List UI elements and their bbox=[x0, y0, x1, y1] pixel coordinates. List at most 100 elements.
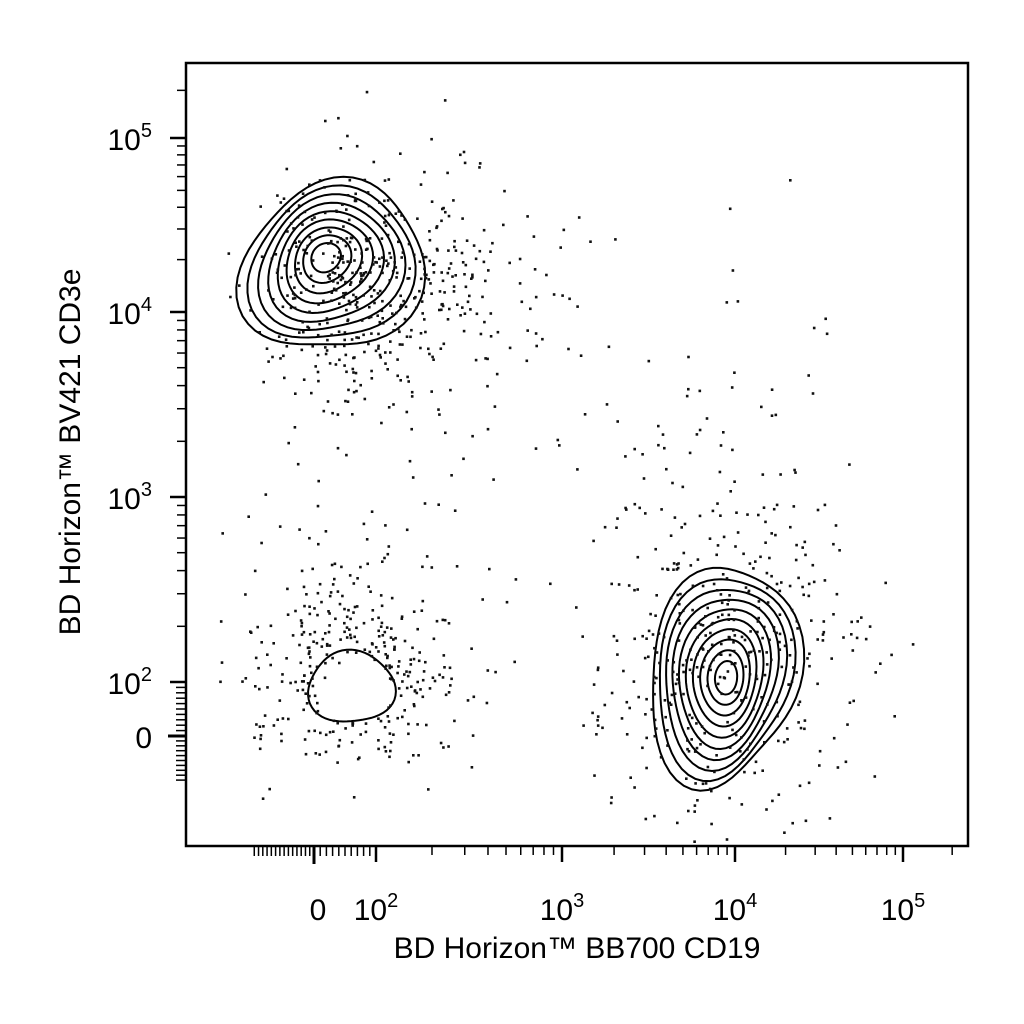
event-dot bbox=[277, 335, 281, 338]
event-dot bbox=[302, 630, 306, 634]
event-dot bbox=[300, 633, 304, 636]
event-dot bbox=[749, 742, 752, 746]
event-dot bbox=[413, 297, 416, 300]
event-dot bbox=[755, 677, 759, 681]
event-dot bbox=[690, 716, 694, 720]
event-dot bbox=[705, 417, 709, 420]
event-dot bbox=[332, 719, 336, 723]
event-dot bbox=[688, 451, 692, 455]
event-dot bbox=[683, 522, 687, 526]
event-dot bbox=[446, 271, 450, 275]
event-dot bbox=[659, 756, 663, 759]
event-dot bbox=[410, 328, 413, 332]
event-dot bbox=[287, 209, 291, 213]
event-dot bbox=[669, 596, 673, 600]
event-dot bbox=[407, 380, 410, 383]
event-dot bbox=[348, 240, 352, 244]
event-dot bbox=[331, 583, 335, 586]
event-dot bbox=[743, 770, 746, 774]
event-dot bbox=[376, 314, 379, 317]
event-dot bbox=[300, 680, 304, 683]
event-dot bbox=[305, 252, 309, 255]
event-dot bbox=[728, 594, 731, 597]
event-dot bbox=[412, 657, 416, 661]
event-dot bbox=[416, 680, 419, 684]
event-dot bbox=[397, 210, 401, 213]
event-dot bbox=[332, 730, 335, 733]
event-dot bbox=[645, 637, 648, 640]
event-dot bbox=[791, 821, 794, 825]
event-dot bbox=[710, 643, 714, 647]
event-dot bbox=[324, 733, 328, 737]
event-dot bbox=[383, 556, 386, 560]
event-dot bbox=[382, 641, 386, 644]
event-dot bbox=[614, 238, 617, 241]
event-dot bbox=[313, 729, 316, 733]
event-dot bbox=[678, 602, 681, 606]
event-dot bbox=[679, 592, 682, 596]
event-dot bbox=[311, 684, 315, 688]
event-dot bbox=[647, 655, 650, 659]
event-dot bbox=[772, 507, 776, 511]
event-dot bbox=[698, 389, 702, 393]
event-dot bbox=[821, 639, 825, 642]
event-dot bbox=[311, 567, 314, 571]
event-dot bbox=[247, 515, 250, 518]
event-dot bbox=[447, 249, 450, 252]
event-dot bbox=[681, 663, 685, 667]
event-dot bbox=[508, 346, 512, 350]
event-dot bbox=[701, 782, 705, 786]
event-dot bbox=[732, 711, 736, 715]
event-dot bbox=[561, 294, 564, 297]
event-dot bbox=[279, 201, 283, 204]
contour-line bbox=[307, 648, 397, 723]
event-dot bbox=[354, 197, 357, 201]
contour-line bbox=[684, 617, 765, 739]
event-dot bbox=[427, 788, 430, 791]
event-dot bbox=[464, 263, 468, 267]
event-dot bbox=[671, 481, 674, 485]
event-dot bbox=[375, 261, 378, 264]
event-dot bbox=[314, 365, 317, 368]
event-dot bbox=[734, 733, 738, 737]
event-dot bbox=[348, 178, 352, 182]
event-dot bbox=[276, 718, 279, 721]
event-dot bbox=[392, 403, 395, 406]
event-dot bbox=[610, 796, 613, 799]
event-dot bbox=[326, 400, 330, 403]
event-dot bbox=[764, 520, 767, 524]
event-dot bbox=[444, 210, 447, 214]
event-dot bbox=[682, 551, 686, 555]
event-dot bbox=[798, 700, 802, 704]
event-dot bbox=[850, 620, 853, 624]
event-dot bbox=[330, 333, 333, 337]
event-dot bbox=[419, 332, 423, 335]
x-axis-minor-ticks bbox=[253, 846, 953, 864]
event-dot bbox=[754, 760, 758, 764]
event-dot bbox=[844, 760, 848, 764]
event-dot bbox=[706, 606, 709, 610]
event-dot bbox=[471, 273, 474, 277]
event-dot bbox=[389, 256, 393, 259]
event-dot bbox=[293, 426, 297, 429]
event-dot bbox=[402, 299, 405, 303]
event-dot bbox=[890, 653, 893, 657]
event-dot bbox=[325, 642, 329, 646]
event-dot bbox=[715, 553, 718, 557]
event-dot bbox=[719, 653, 723, 656]
event-dot bbox=[331, 411, 334, 415]
event-dot bbox=[687, 355, 690, 359]
event-dot bbox=[345, 453, 348, 457]
event-dot bbox=[428, 259, 432, 263]
event-dot bbox=[568, 297, 571, 301]
event-dot bbox=[740, 635, 744, 639]
event-dot bbox=[682, 609, 685, 613]
event-dot bbox=[354, 303, 358, 306]
event-dot bbox=[249, 630, 252, 633]
event-dot bbox=[308, 536, 311, 540]
event-dot bbox=[665, 467, 668, 471]
event-dot bbox=[384, 667, 387, 670]
event-dot bbox=[400, 256, 403, 259]
event-dot bbox=[341, 594, 344, 598]
event-dot bbox=[438, 290, 442, 293]
